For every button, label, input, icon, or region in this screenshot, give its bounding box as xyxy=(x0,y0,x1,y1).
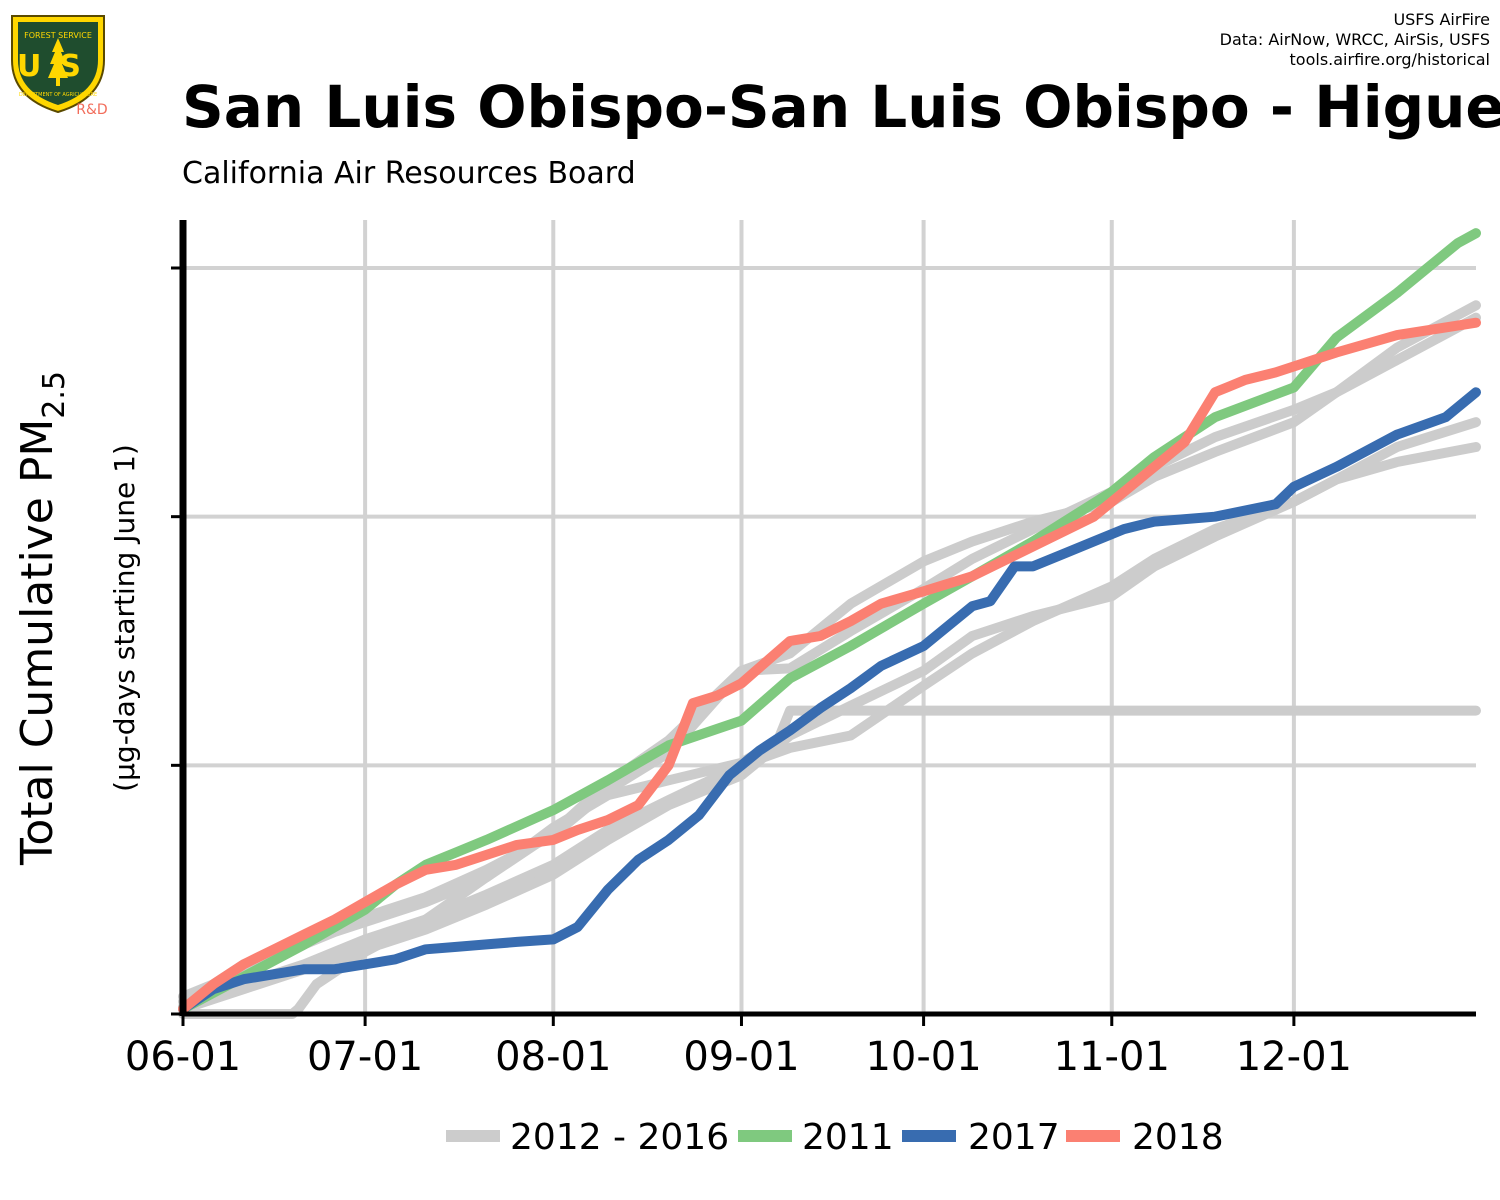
series-lines xyxy=(178,228,1481,1019)
chart-subtitle: California Air Resources Board xyxy=(182,156,636,191)
legend-label: 2012 - 2016 xyxy=(510,1117,729,1158)
series-line-2012-2016 xyxy=(178,417,1481,1014)
legend-label: 2011 xyxy=(802,1117,894,1158)
chart-title: San Luis Obispo-San Luis Obispo - Higue xyxy=(182,73,1500,141)
y-axis-sublabel: (μg-days starting June 1) xyxy=(108,444,141,792)
tree-icon xyxy=(48,38,68,78)
legend-label: 2018 xyxy=(1132,1117,1224,1158)
series-line-2012-2016 xyxy=(178,705,1481,1019)
legend-label: 2017 xyxy=(968,1117,1060,1158)
credit-line: Data: AirNow, WRCC, AirSis, USFS xyxy=(1219,30,1490,49)
axes xyxy=(179,220,1476,1017)
grid xyxy=(183,220,1476,1014)
x-tick-label: 09-01 xyxy=(683,1034,799,1080)
logo-text-top: FOREST SERVICE xyxy=(24,31,92,40)
logo-text-main: US xyxy=(17,49,99,84)
credits-block: USFS AirFire Data: AirNow, WRCC, AirSis,… xyxy=(1220,10,1490,70)
logo-rd-badge: R&D xyxy=(76,102,107,118)
x-tick-label: 08-01 xyxy=(495,1034,611,1080)
x-tick-label: 06-01 xyxy=(125,1034,241,1080)
usfs-logo: FOREST SERVICE US DEPARTMENT OF AGRICULT… xyxy=(6,8,110,118)
series-line-2018 xyxy=(178,317,1481,1014)
y-axis-labels: Total Cumulative PM2.5 (μg-days starting… xyxy=(12,371,141,866)
x-tick-label: 10-01 xyxy=(865,1034,981,1080)
y-axis-label: Total Cumulative PM2.5 xyxy=(12,371,72,866)
x-tick-label: 07-01 xyxy=(307,1034,423,1080)
x-tick-label: 11-01 xyxy=(1054,1034,1170,1080)
credit-line: tools.airfire.org/historical xyxy=(1289,50,1490,69)
legend: 2012 - 2016 2011 2017 2018 xyxy=(446,1117,1224,1158)
ticks: 06-01 07-01 08-01 09-01 10-01 11-01 12-01 xyxy=(125,266,1352,1080)
logo-text-bottom: DEPARTMENT OF AGRICULTURE xyxy=(19,92,97,98)
x-tick-label: 12-01 xyxy=(1236,1034,1352,1080)
series-line-2017 xyxy=(178,387,1481,1014)
credit-line: USFS AirFire xyxy=(1393,10,1490,29)
